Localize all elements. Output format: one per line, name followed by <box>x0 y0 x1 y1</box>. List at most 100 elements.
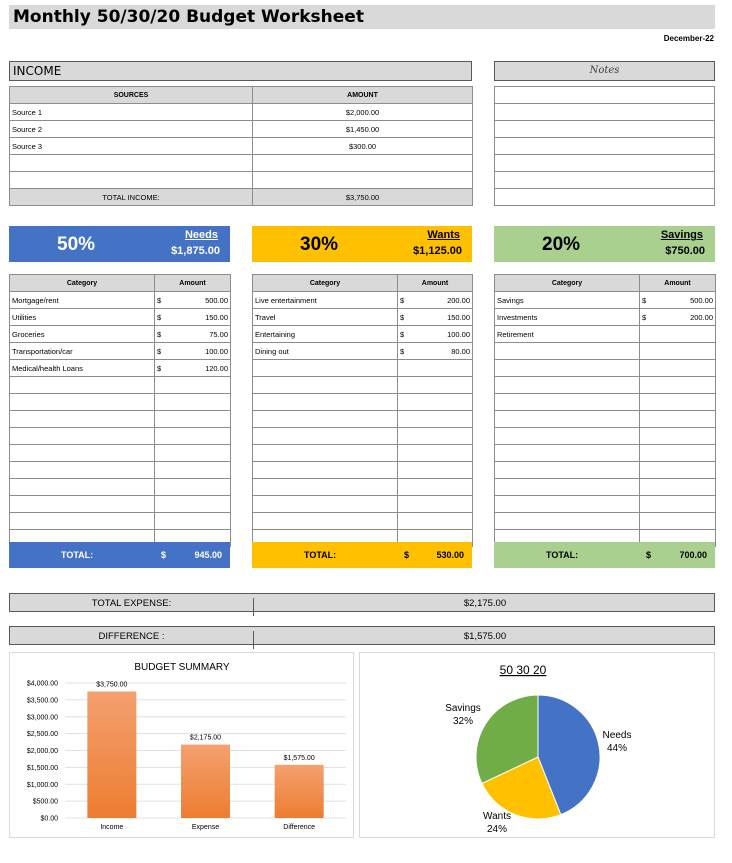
category-amount[interactable] <box>653 427 717 445</box>
category-name[interactable]: Groceries <box>9 325 155 343</box>
category-amount[interactable] <box>653 410 717 428</box>
category-name[interactable]: Retirement <box>494 325 640 343</box>
category-name[interactable] <box>9 444 155 462</box>
category-amount[interactable]: 150.00 <box>168 308 232 326</box>
income-amount[interactable]: $2,000.00 <box>252 103 473 121</box>
category-name[interactable] <box>252 427 398 445</box>
category-amount[interactable] <box>653 393 717 411</box>
category-name[interactable] <box>494 444 640 462</box>
income-source[interactable] <box>9 171 253 189</box>
category-amount[interactable] <box>168 461 232 479</box>
category-name[interactable] <box>252 410 398 428</box>
category-name[interactable] <box>494 359 640 377</box>
notes-line[interactable] <box>494 120 715 138</box>
notes-line[interactable] <box>494 154 715 172</box>
income-amount[interactable]: $1,450.00 <box>252 120 473 138</box>
category-name[interactable] <box>494 376 640 394</box>
category-name[interactable]: Mortgage/rent <box>9 291 155 309</box>
category-name[interactable] <box>252 461 398 479</box>
category-name[interactable]: Investments <box>494 308 640 326</box>
category-amount[interactable] <box>411 376 474 394</box>
notes-line[interactable] <box>494 137 715 155</box>
category-name[interactable] <box>9 495 155 513</box>
category-amount[interactable] <box>168 427 232 445</box>
category-amount[interactable] <box>168 376 232 394</box>
category-amount[interactable] <box>411 512 474 530</box>
category-amount[interactable] <box>168 410 232 428</box>
category-amount[interactable] <box>411 427 474 445</box>
notes-line[interactable] <box>494 171 715 189</box>
category-amount[interactable] <box>411 495 474 513</box>
category-name[interactable] <box>494 342 640 360</box>
category-name[interactable] <box>494 461 640 479</box>
category-amount[interactable] <box>653 495 717 513</box>
category-amount[interactable]: 75.00 <box>168 325 232 343</box>
category-name[interactable] <box>9 461 155 479</box>
category-amount[interactable] <box>411 393 474 411</box>
category-amount[interactable] <box>653 359 717 377</box>
category-amount[interactable] <box>653 461 717 479</box>
category-amount[interactable]: 120.00 <box>168 359 232 377</box>
category-amount[interactable] <box>168 444 232 462</box>
income-source[interactable]: Source 2 <box>9 120 253 138</box>
category-name[interactable] <box>252 444 398 462</box>
category-name[interactable] <box>9 376 155 394</box>
category-name[interactable] <box>252 376 398 394</box>
income-source[interactable]: Source 3 <box>9 137 253 155</box>
notes-line[interactable] <box>494 103 715 121</box>
category-amount[interactable] <box>653 478 717 496</box>
category-amount[interactable] <box>653 376 717 394</box>
category-amount[interactable]: 500.00 <box>168 291 232 309</box>
income-source[interactable]: Source 1 <box>9 103 253 121</box>
category-amount[interactable]: 100.00 <box>168 342 232 360</box>
category-name[interactable] <box>9 512 155 530</box>
category-name[interactable] <box>9 427 155 445</box>
category-name[interactable]: Utilities <box>9 308 155 326</box>
category-amount[interactable] <box>411 444 474 462</box>
category-name[interactable] <box>9 410 155 428</box>
category-amount[interactable] <box>653 342 717 360</box>
category-name[interactable] <box>252 512 398 530</box>
category-name[interactable] <box>494 495 640 513</box>
category-amount[interactable]: 500.00 <box>653 291 717 309</box>
category-name[interactable] <box>494 393 640 411</box>
category-name[interactable] <box>252 495 398 513</box>
notes-line[interactable] <box>494 86 715 104</box>
category-name[interactable] <box>252 478 398 496</box>
category-amount[interactable] <box>411 478 474 496</box>
category-name[interactable]: Entertaining <box>252 325 398 343</box>
income-amount[interactable]: $300.00 <box>252 137 473 155</box>
income-amount[interactable] <box>252 154 473 172</box>
category-name[interactable]: Medical/health Loans <box>9 359 155 377</box>
income-source[interactable] <box>9 154 253 172</box>
category-name[interactable] <box>494 410 640 428</box>
category-amount[interactable] <box>411 461 474 479</box>
income-amount[interactable] <box>252 171 473 189</box>
category-amount[interactable]: 200.00 <box>411 291 474 309</box>
category-amount[interactable] <box>411 359 474 377</box>
category-amount[interactable] <box>168 393 232 411</box>
category-amount[interactable] <box>168 512 232 530</box>
category-amount[interactable] <box>168 478 232 496</box>
category-amount[interactable]: 150.00 <box>411 308 474 326</box>
category-amount[interactable]: 100.00 <box>411 325 474 343</box>
category-name[interactable]: Dining out <box>252 342 398 360</box>
category-name[interactable] <box>9 478 155 496</box>
category-name[interactable] <box>494 478 640 496</box>
category-amount[interactable]: 80.00 <box>411 342 474 360</box>
category-name[interactable] <box>494 512 640 530</box>
category-amount[interactable]: 200.00 <box>653 308 717 326</box>
category-name[interactable]: Transportation/car <box>9 342 155 360</box>
category-name[interactable] <box>252 393 398 411</box>
category-amount[interactable] <box>653 444 717 462</box>
category-amount[interactable] <box>653 512 717 530</box>
category-name[interactable] <box>252 359 398 377</box>
category-name[interactable]: Live entertainment <box>252 291 398 309</box>
category-amount[interactable] <box>168 495 232 513</box>
category-name[interactable] <box>494 427 640 445</box>
category-amount[interactable] <box>653 325 717 343</box>
category-name[interactable]: Travel <box>252 308 398 326</box>
category-name[interactable]: Savings <box>494 291 640 309</box>
notes-line[interactable] <box>494 188 715 206</box>
category-name[interactable] <box>9 393 155 411</box>
